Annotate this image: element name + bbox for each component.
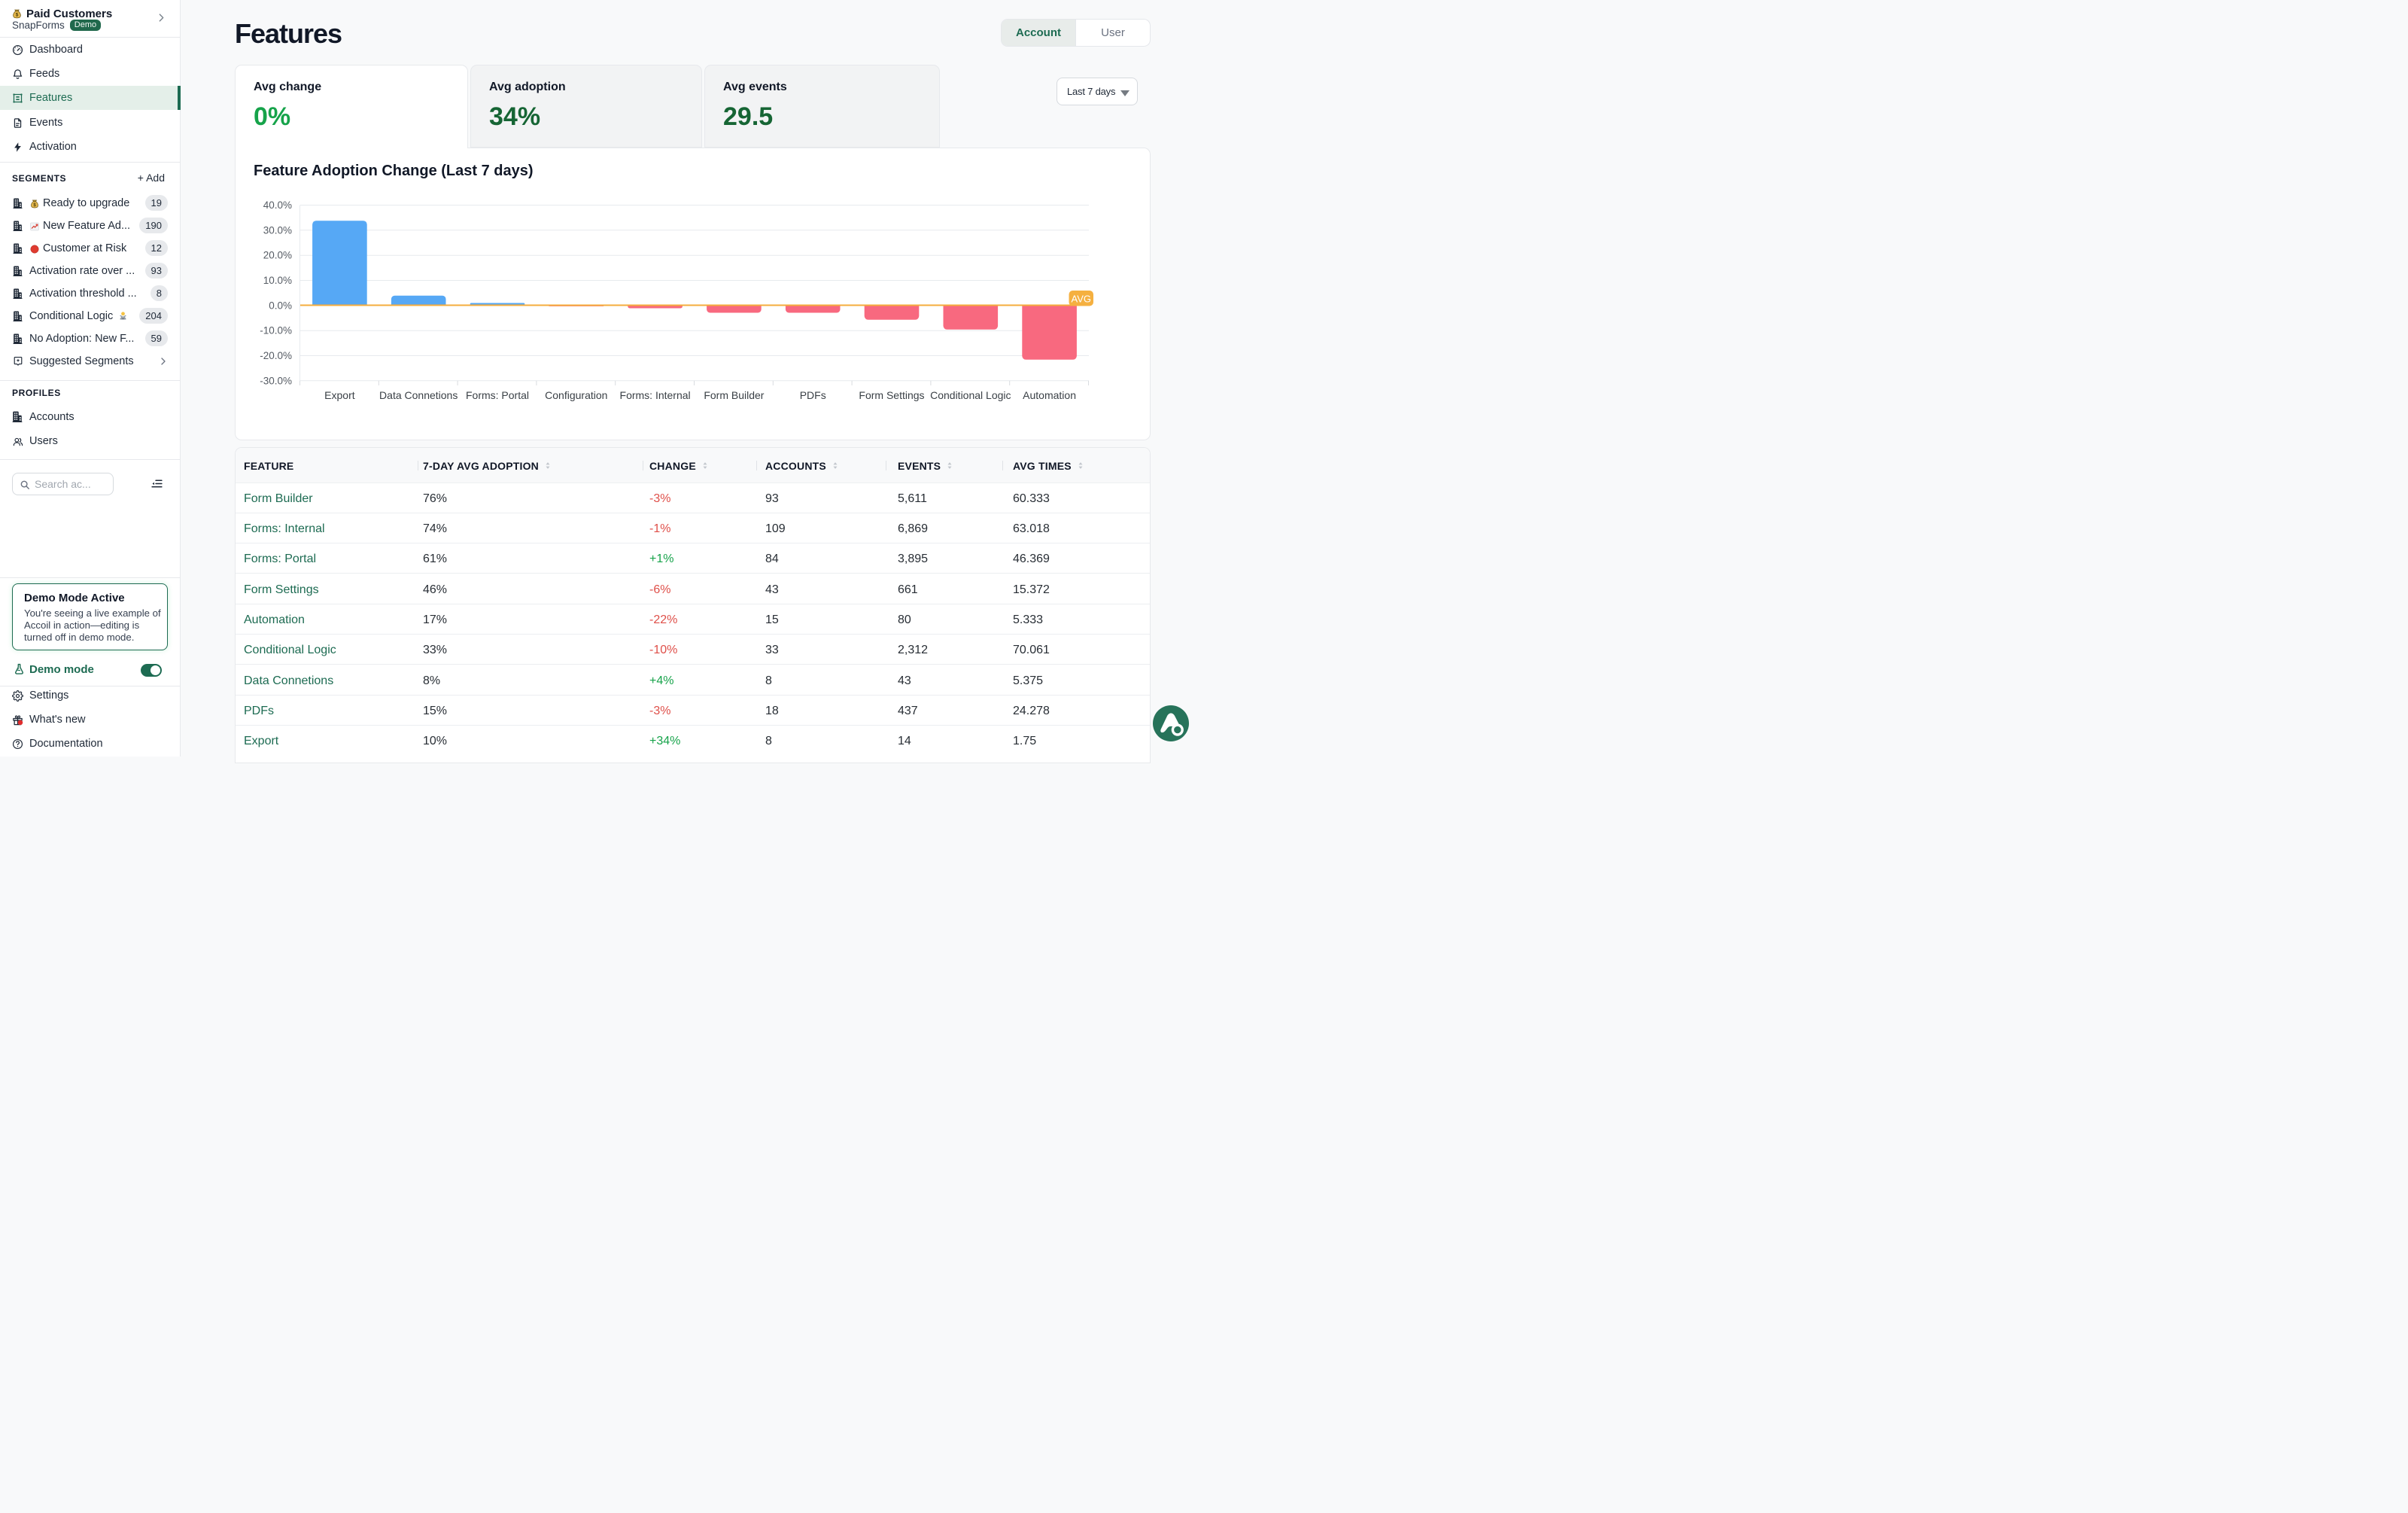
svg-text:0.0%: 0.0% [269, 300, 292, 311]
svg-text:Form Builder: Form Builder [704, 389, 764, 401]
svg-text:Export: Export [324, 389, 355, 401]
svg-text:Form Settings: Form Settings [859, 389, 924, 401]
svg-text:20.0%: 20.0% [263, 250, 292, 261]
svg-text:$: $ [33, 203, 36, 208]
svg-text:Forms: Portal: Forms: Portal [466, 389, 529, 401]
svg-text:Data Connetions: Data Connetions [379, 389, 458, 401]
svg-text:30.0%: 30.0% [263, 224, 292, 236]
svg-text:PDFs: PDFs [800, 389, 826, 401]
svg-text:40.0%: 40.0% [263, 199, 292, 211]
svg-text:-10.0%: -10.0% [260, 325, 292, 336]
svg-text:10.0%: 10.0% [263, 275, 292, 286]
svg-text:-30.0%: -30.0% [260, 375, 292, 386]
svg-text:-20.0%: -20.0% [260, 350, 292, 361]
svg-text:Conditional Logic: Conditional Logic [930, 389, 1011, 401]
svg-text:AVG: AVG [1072, 294, 1092, 305]
svg-text:Configuration: Configuration [545, 389, 607, 401]
svg-text:Automation: Automation [1023, 389, 1076, 401]
svg-text:Forms: Internal: Forms: Internal [620, 389, 691, 401]
svg-text:$: $ [16, 12, 19, 17]
